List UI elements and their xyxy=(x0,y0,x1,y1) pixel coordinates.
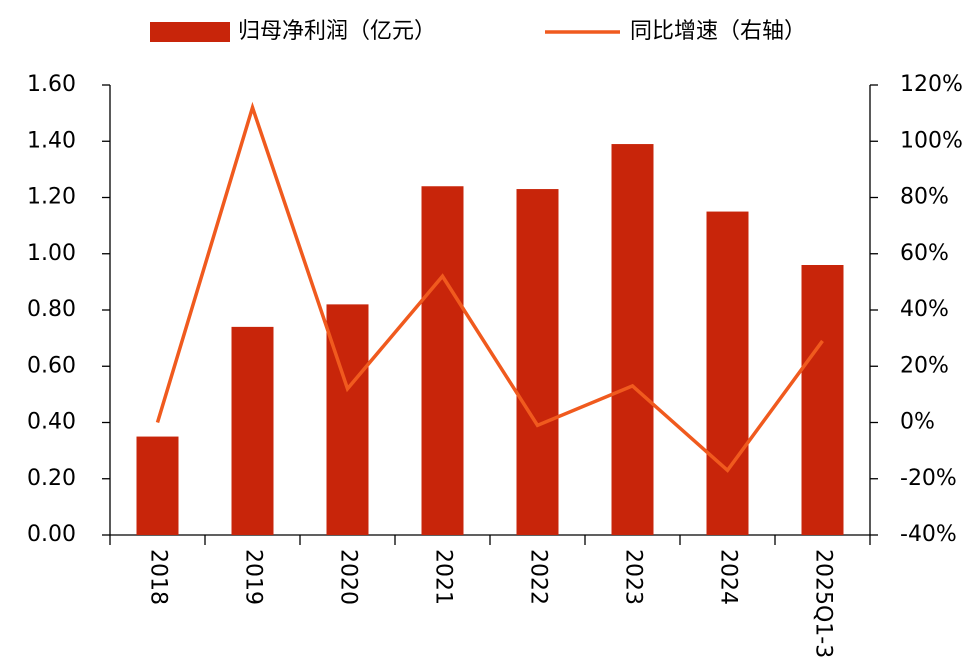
x-tick-label: 2021 xyxy=(431,549,456,605)
bar xyxy=(706,211,749,535)
y-tick-label: 0.40 xyxy=(27,410,76,435)
y-tick-label: 0.80 xyxy=(27,297,76,322)
y-tick-label: 0.60 xyxy=(27,353,76,378)
bar xyxy=(611,144,654,535)
legend-label: 同比增速（右轴） xyxy=(630,19,806,44)
x-tick-label: 2024 xyxy=(716,549,741,605)
bar xyxy=(421,186,464,535)
y-tick-label: 1.60 xyxy=(27,72,76,97)
bar xyxy=(516,189,559,535)
x-tick-label: 2025Q1-3 xyxy=(811,549,836,658)
legend-swatch xyxy=(150,22,230,42)
y-tick-label: 1.40 xyxy=(27,128,76,153)
legend-label: 归母净利润（亿元） xyxy=(238,19,436,44)
y2-tick-label: 80% xyxy=(900,185,949,210)
y-tick-label: 1.00 xyxy=(27,241,76,266)
y-tick-label: 0.20 xyxy=(27,466,76,491)
y2-tick-label: 60% xyxy=(900,241,949,266)
y-tick-label: 0.00 xyxy=(27,522,76,547)
y2-tick-label: 100% xyxy=(900,128,963,153)
y2-tick-label: -40% xyxy=(900,522,957,547)
bar xyxy=(136,436,179,535)
y2-tick-label: -20% xyxy=(900,466,957,491)
y2-tick-label: 0% xyxy=(900,410,935,435)
bar xyxy=(326,304,369,535)
y2-tick-label: 40% xyxy=(900,297,949,322)
y2-tick-label: 20% xyxy=(900,353,949,378)
bar xyxy=(801,265,844,535)
line xyxy=(155,101,824,473)
x-tick-label: 2023 xyxy=(621,549,646,605)
x-tick-label: 2019 xyxy=(241,549,266,605)
y2-tick-label: 120% xyxy=(900,72,963,97)
y-tick-label: 1.20 xyxy=(27,185,76,210)
x-tick-label: 2020 xyxy=(336,549,361,605)
bar xyxy=(231,326,274,535)
x-tick-label: 2022 xyxy=(526,549,551,605)
x-tick-label: 2018 xyxy=(146,549,171,605)
